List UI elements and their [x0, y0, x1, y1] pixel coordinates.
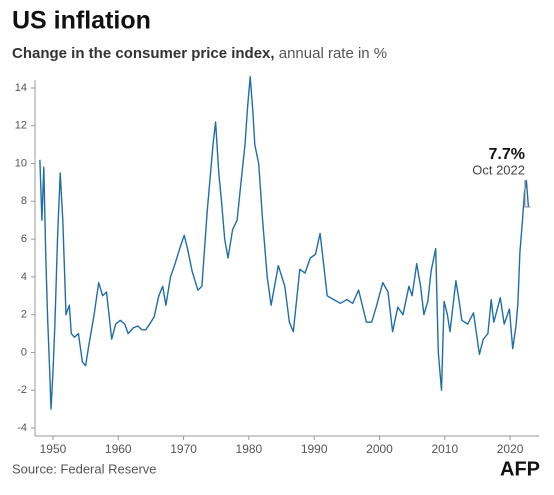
x-tick-label: 2000 — [366, 442, 393, 456]
y-tick-label: 6 — [21, 233, 27, 245]
y-tick-label: -4 — [17, 422, 27, 434]
annotation-date: Oct 2022 — [472, 162, 525, 177]
y-tick-label: 4 — [21, 271, 27, 283]
x-tick-label: 1990 — [301, 442, 328, 456]
x-tick-label: 1960 — [105, 442, 132, 456]
y-tick-label: 2 — [21, 309, 27, 321]
chart-title: US inflation — [12, 7, 151, 35]
y-tick-label: 8 — [21, 195, 27, 207]
x-tick-label: 1980 — [236, 442, 263, 456]
annotation-value: 7.7% — [489, 146, 525, 163]
annotation-leader — [524, 180, 531, 208]
subtitle-rest: annual rate in % — [279, 45, 387, 62]
x-tick-label: 2020 — [497, 442, 524, 456]
y-tick-label: 14 — [15, 82, 27, 94]
y-tick-label: 10 — [15, 157, 27, 169]
x-tick-label: 1950 — [40, 442, 67, 456]
subtitle-bold: Change in the consumer price index, — [12, 45, 275, 62]
x-tick-label: 1970 — [170, 442, 197, 456]
y-tick-label: -2 — [17, 384, 27, 396]
x-tick-label: 2010 — [431, 442, 458, 456]
chart-subtitle: Change in the consumer price index, annu… — [12, 45, 387, 62]
y-tick-label: 0 — [21, 346, 27, 358]
logo: AFP — [500, 458, 540, 480]
line — [39, 76, 530, 410]
source: Source: Federal Reserve — [12, 461, 157, 476]
y-tick-label: 12 — [15, 120, 27, 132]
